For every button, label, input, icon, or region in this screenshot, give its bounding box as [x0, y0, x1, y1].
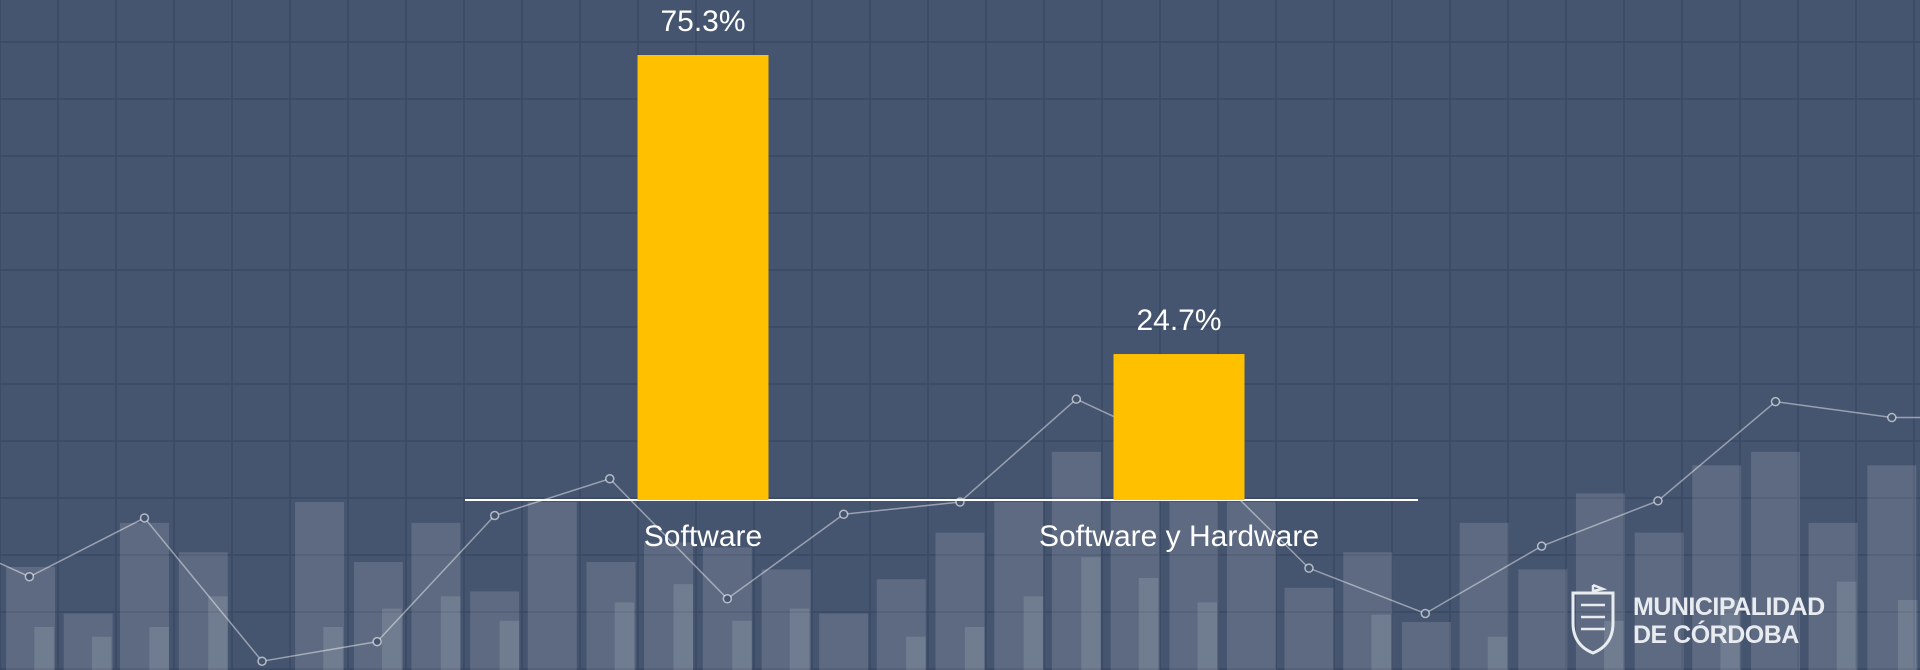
deco-bar	[1487, 636, 1508, 670]
deco-bar	[935, 532, 985, 670]
plot: 75.3% Software 24.7% Software y Hardware	[465, 5, 1418, 553]
deco-bar	[1897, 600, 1918, 670]
deco-dot	[1304, 563, 1314, 573]
deco-bar	[1081, 557, 1101, 670]
bar	[1113, 354, 1245, 500]
deco-bar	[1371, 614, 1392, 670]
deco-bar	[1169, 502, 1219, 670]
deco-bar	[382, 608, 402, 670]
deco-bar	[527, 502, 577, 670]
deco-bar	[1402, 622, 1452, 670]
deco-bar	[1634, 532, 1684, 670]
deco-dot	[257, 656, 267, 666]
deco-bar	[761, 569, 811, 670]
deco-dot	[722, 594, 733, 604]
deco-dot	[605, 474, 615, 484]
deco-bar	[732, 620, 752, 670]
deco-bar	[1808, 522, 1858, 670]
deco-bar	[499, 620, 520, 670]
deco-bar	[876, 579, 926, 670]
deco-bar	[819, 613, 869, 670]
deco-bar	[1051, 451, 1101, 670]
x-tick-label: Software	[644, 520, 762, 553]
logo: MUNICIPALIDAD DE CÓRDOBA	[1571, 583, 1825, 655]
deco-bar	[1836, 581, 1857, 670]
deco-bar	[964, 626, 985, 670]
deco-bar	[673, 584, 694, 670]
deco-bar	[353, 562, 403, 670]
deco-bar	[1343, 552, 1393, 670]
value-label: 75.3%	[660, 5, 745, 38]
deco-bar	[1110, 502, 1160, 670]
deco-bar	[411, 522, 461, 670]
deco-bar	[6, 566, 56, 670]
logo-line-2: DE CÓRDOBA	[1633, 619, 1799, 649]
deco-bar	[470, 591, 520, 670]
deco-bar	[178, 552, 228, 670]
deco-dot	[372, 636, 382, 647]
deco-bar	[120, 522, 169, 670]
x-tick-label: Software y Hardware	[1039, 520, 1319, 553]
deco-bar	[1692, 465, 1742, 670]
deco-dot	[1653, 496, 1663, 506]
deco-bar	[1518, 569, 1568, 670]
deco-bar	[1867, 465, 1917, 670]
deco-bar	[208, 596, 228, 670]
deco-dot	[139, 513, 150, 523]
deco-bar	[1226, 502, 1276, 670]
deco-dot	[24, 571, 35, 582]
deco-bar	[586, 562, 636, 670]
deco-dot	[1770, 396, 1781, 407]
deco-bar	[63, 613, 113, 670]
deco-bar	[91, 636, 112, 670]
logo-shield	[1571, 591, 1615, 655]
deco-bar	[1459, 522, 1509, 670]
deco-dot	[1071, 394, 1082, 404]
deco-dot	[489, 510, 500, 521]
deco-dot	[838, 509, 849, 520]
deco-dot	[1887, 412, 1897, 423]
deco-bar	[994, 502, 1044, 670]
deco-bar	[789, 608, 810, 670]
bar	[637, 55, 769, 500]
deco-bar	[614, 602, 635, 670]
deco-bar	[1575, 493, 1625, 670]
deco-bar	[1138, 577, 1159, 670]
deco-dot	[1536, 541, 1547, 551]
deco-bar	[644, 542, 694, 670]
deco-bar	[1023, 596, 1044, 670]
deco-bar	[1197, 602, 1218, 670]
value-label: 24.7%	[1136, 304, 1221, 337]
deco-bar	[1751, 451, 1800, 670]
deco-bar	[1284, 587, 1334, 670]
logo-emblem	[1581, 583, 1608, 631]
deco-bar	[149, 626, 169, 670]
deco-bar	[295, 502, 345, 670]
deco-dot	[1420, 608, 1431, 619]
deco-bar	[34, 626, 54, 670]
deco-bar	[440, 596, 461, 670]
logo-line-1: MUNICIPALIDAD	[1633, 593, 1825, 621]
deco-bar	[1604, 620, 1624, 670]
deco-bar	[906, 636, 926, 670]
deco-bar	[702, 547, 752, 670]
deco-bar	[323, 626, 343, 670]
deco-bar	[1720, 600, 1740, 670]
